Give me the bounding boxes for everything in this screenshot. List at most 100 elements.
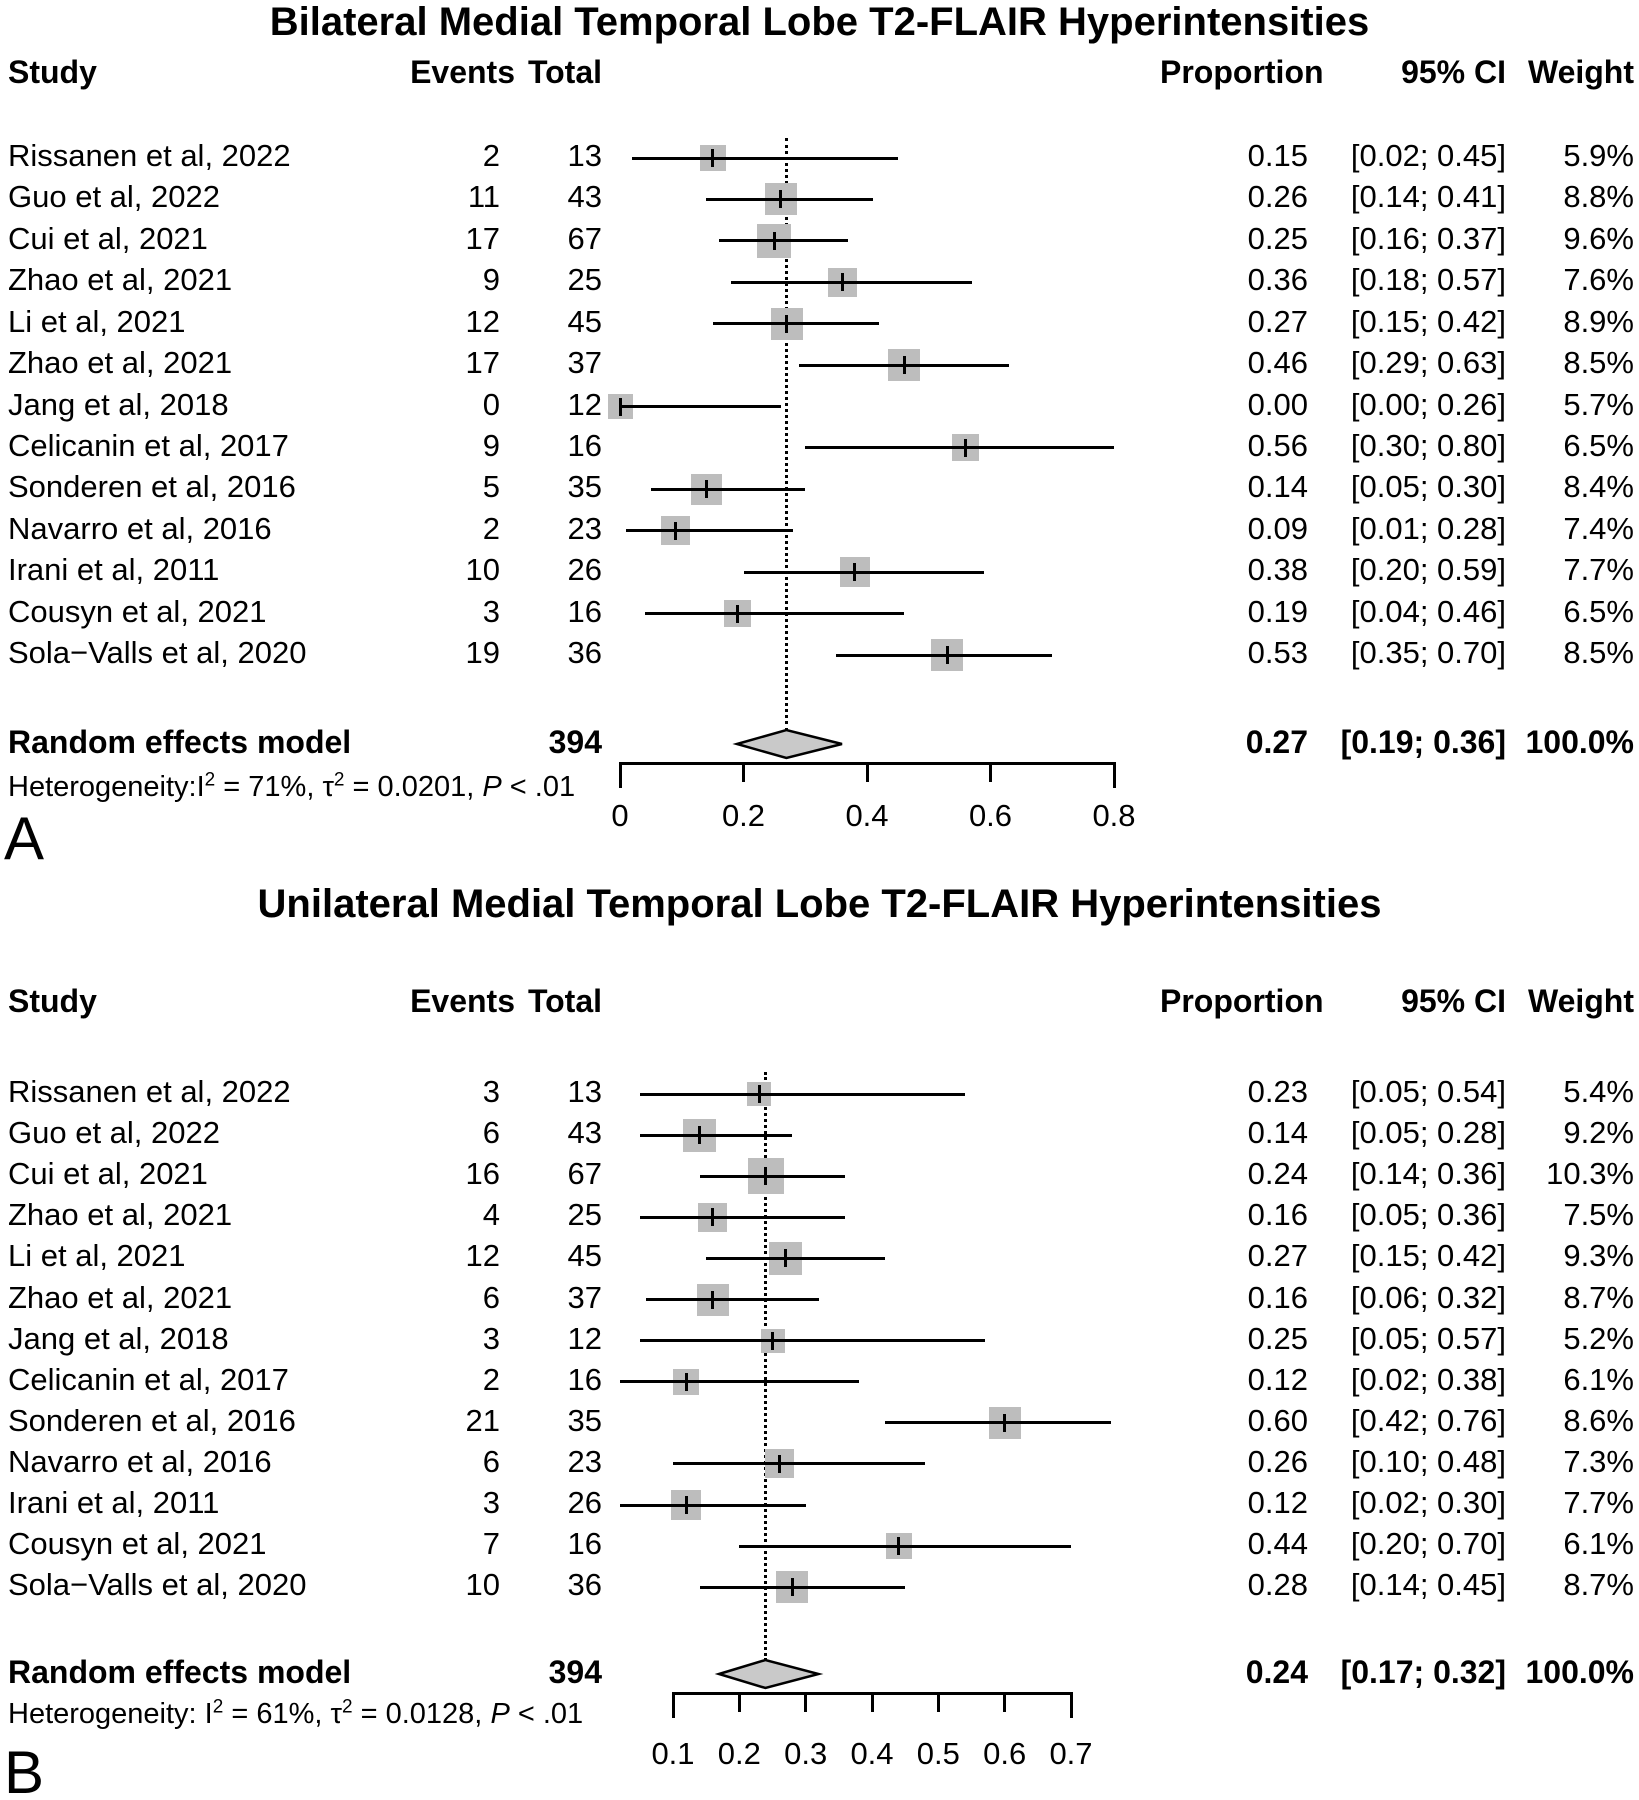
het-sup1: 2 [204, 769, 216, 791]
study-label: Navarro et al, 2016 [8, 1443, 272, 1479]
x-axis-tick [671, 1692, 675, 1718]
x-axis-tick-label: 0.1 [651, 1736, 695, 1771]
events-value: 21 [465, 1402, 500, 1438]
x-axis-tick-label: 0.2 [721, 798, 766, 833]
weight-value: 10.3% [1546, 1156, 1634, 1192]
total-value: 12 [567, 1320, 602, 1356]
ci-value: [0.15; 0.42] [1350, 1238, 1506, 1274]
confidence-interval-line [639, 1133, 793, 1137]
proportion-value: 0.46 [1247, 345, 1308, 381]
confidence-interval-line [699, 1174, 846, 1178]
heterogeneity-text: Heterogeneity: I2 = 61%, τ2 = 0.0128, P … [8, 1696, 584, 1731]
events-value: 11 [467, 179, 500, 215]
x-axis-tick-label: 0.7 [1049, 1736, 1093, 1771]
confidence-interval-line [639, 1215, 846, 1219]
ci-value: [0.02; 0.45] [1350, 138, 1506, 173]
point-estimate-tick [945, 646, 949, 665]
events-value: 10 [465, 1567, 500, 1603]
proportion-value: 0.12 [1247, 1361, 1308, 1397]
events-value: 0 [482, 386, 500, 422]
ci-value: [0.16; 0.37] [1350, 220, 1506, 256]
events-value: 6 [482, 1115, 500, 1151]
confidence-interval-line [639, 1092, 965, 1096]
confidence-interval-line [712, 322, 880, 326]
total-value: 25 [567, 1197, 602, 1233]
total-value: 12 [567, 386, 602, 422]
random-effects-label: Random effects model [8, 724, 352, 760]
total-value: 35 [567, 1402, 602, 1438]
total-value: 36 [567, 635, 602, 671]
total-value: 25 [567, 262, 602, 298]
total-value: 43 [567, 179, 602, 215]
proportion-value: 0.14 [1247, 1115, 1308, 1151]
het-post: < .01 [509, 1698, 584, 1730]
total-value: 37 [567, 345, 602, 381]
confidence-interval-line [706, 1256, 886, 1260]
het-sup2: 2 [333, 769, 345, 791]
point-estimate-tick [902, 356, 906, 375]
weight-value: 6.5% [1563, 427, 1634, 463]
ci-value: [0.04; 0.46] [1350, 593, 1506, 629]
het-post: < .01 [501, 771, 576, 803]
study-label: Sola−Valls et al, 2020 [8, 1567, 307, 1603]
ci-value: [0.10; 0.48] [1350, 1443, 1506, 1479]
ci-value: [0.14; 0.41] [1350, 179, 1506, 215]
events-value: 17 [465, 345, 500, 381]
weight-value: 8.5% [1563, 635, 1634, 671]
x-axis-tick [989, 762, 992, 782]
ci-value: [0.05; 0.57] [1350, 1320, 1506, 1356]
point-estimate-tick [840, 273, 844, 292]
proportion-value: 0.14 [1247, 469, 1308, 505]
x-axis-tick-label: 0.6 [968, 798, 1013, 833]
panel-title: Bilateral Medial Temporal Lobe T2-FLAIR … [269, 0, 1370, 44]
x-axis-tick [865, 762, 869, 782]
random-effects-weight: 100.0% [1525, 1654, 1634, 1690]
weight-value: 6.1% [1563, 1361, 1634, 1397]
study-label: Zhao et al, 2021 [8, 262, 233, 298]
study-label: Navarro et al, 2016 [8, 510, 272, 546]
x-axis-tick [936, 1692, 940, 1712]
col-header-events: Events [410, 983, 515, 1019]
x-axis-tick [742, 762, 745, 782]
total-value: 45 [567, 303, 602, 339]
x-axis-tick-label: 0.4 [850, 1736, 894, 1771]
confidence-interval-line [706, 197, 874, 201]
events-value: 3 [482, 1074, 500, 1109]
proportion-value: 0.19 [1247, 593, 1308, 629]
het-mid1: = 61%, τ [223, 1698, 342, 1730]
confidence-interval-line [632, 156, 898, 160]
proportion-value: 0.53 [1247, 635, 1308, 671]
events-value: 9 [482, 427, 500, 463]
weight-value: 8.9% [1563, 303, 1634, 339]
weight-value: 9.3% [1563, 1238, 1634, 1274]
total-value: 16 [567, 1526, 602, 1562]
het-sup2: 2 [341, 1696, 353, 1718]
x-axis-tick [1003, 1692, 1007, 1712]
het-sup1: 2 [212, 1696, 224, 1718]
events-value: 6 [482, 1443, 500, 1479]
study-label: Celicanin et al, 2017 [8, 427, 289, 463]
ci-value: [0.05; 0.28] [1350, 1115, 1506, 1151]
ci-value: [0.05; 0.54] [1350, 1074, 1506, 1109]
col-header-ci: 95% CI [1401, 54, 1506, 90]
total-value: 13 [567, 138, 602, 173]
proportion-value: 0.28 [1247, 1567, 1308, 1603]
ci-value: [0.29; 0.63] [1350, 345, 1506, 381]
col-header-ci: 95% CI [1401, 983, 1506, 1019]
confidence-interval-line [805, 446, 1114, 450]
confidence-interval-line [718, 239, 849, 243]
proportion-value: 0.26 [1247, 179, 1308, 215]
weight-value: 5.7% [1563, 386, 1634, 422]
ci-value: [0.14; 0.36] [1350, 1156, 1506, 1192]
study-label: Li et al, 2021 [8, 303, 186, 339]
x-axis-tick-label: 0 [611, 798, 629, 833]
proportion-value: 0.00 [1247, 386, 1308, 422]
total-value: 67 [567, 1156, 602, 1192]
confidence-interval-line [626, 529, 793, 533]
point-estimate-tick [674, 521, 678, 540]
x-axis-tick [804, 1692, 808, 1712]
ci-value: [0.00; 0.26] [1350, 386, 1506, 422]
point-estimate-tick [771, 1331, 774, 1350]
random-effects-weight: 100.0% [1525, 724, 1634, 760]
events-value: 16 [465, 1156, 500, 1192]
